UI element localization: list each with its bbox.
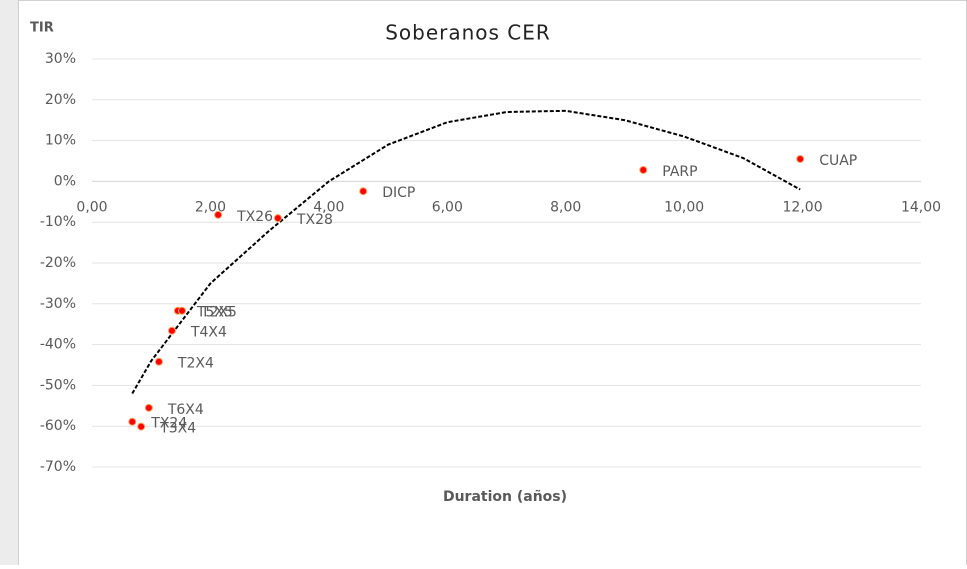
x-tick-label: 12,00: [783, 199, 823, 215]
chart-area: [18, 0, 967, 569]
point-label: CUAP: [819, 153, 857, 169]
y-tick-label: 30%: [45, 51, 76, 67]
y-tick-label: 10%: [45, 133, 76, 149]
point-label: DICP: [382, 185, 415, 201]
x-tick-label: 14,00: [901, 199, 941, 215]
y-tick-label: -40%: [40, 337, 76, 353]
point: [137, 422, 146, 431]
point: [178, 306, 187, 315]
point: [144, 403, 153, 412]
point-label: T4X4: [190, 325, 227, 341]
y-tick-label: -20%: [40, 255, 76, 271]
y-tick-label: -60%: [40, 418, 76, 434]
y-tick-label: -30%: [40, 296, 76, 312]
trendline: [131, 109, 801, 395]
x-tick-label: 8,00: [550, 199, 581, 215]
y-axis-title: TIR: [30, 21, 54, 36]
x-tick-label: 0,00: [76, 199, 107, 215]
y-tick-label: 0%: [54, 173, 76, 189]
chart-title: Soberanos CER: [385, 21, 551, 45]
point-label: T6X4: [167, 402, 204, 418]
point: [639, 165, 648, 174]
point: [273, 214, 282, 223]
x-axis-title: Duration (años): [443, 489, 567, 505]
point: [128, 417, 137, 426]
point-label: TX24: [150, 416, 187, 432]
y-tick-label: -10%: [40, 214, 76, 230]
y-tick-label: 20%: [45, 92, 76, 108]
point: [154, 357, 163, 366]
point-label: TX28: [296, 212, 333, 228]
y-tick-label: -50%: [40, 377, 76, 393]
point: [359, 187, 368, 196]
point-label: T3X4: [159, 421, 196, 437]
x-tick-label: 10,00: [664, 199, 704, 215]
point: [167, 326, 176, 335]
y-tick-label: -70%: [40, 459, 76, 475]
point-label: TX26: [236, 209, 273, 225]
point-label: PARP: [662, 164, 697, 180]
x-tick-label: 6,00: [432, 199, 463, 215]
x-tick-label: 4,00: [313, 199, 344, 215]
point-label: T5X5: [196, 305, 233, 321]
point-label: T2X4: [177, 356, 214, 372]
point: [214, 210, 223, 219]
point-label: T2X5: [200, 305, 237, 321]
point: [796, 154, 805, 163]
